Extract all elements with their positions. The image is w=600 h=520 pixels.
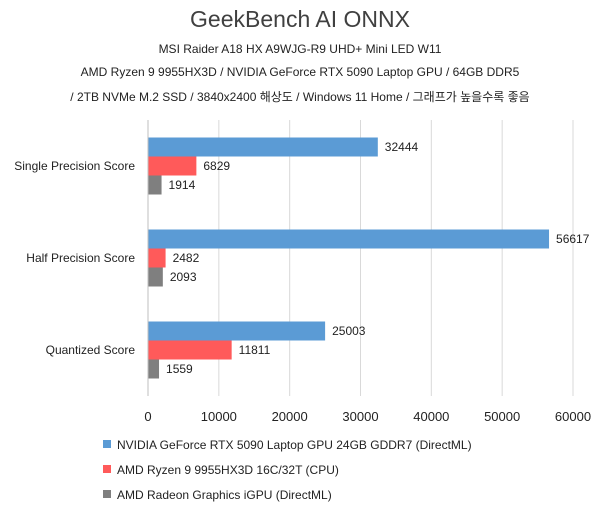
subtitle-line-1: MSI Raider A18 HX A9WJG-R9 UHD+ Mini LED…: [158, 42, 442, 56]
bar: [148, 267, 163, 287]
category-label: Half Precision Score: [26, 251, 135, 265]
x-tick-label: 40000: [413, 409, 449, 424]
data-label: 32444: [385, 140, 419, 154]
x-tick-label: 50000: [484, 409, 520, 424]
data-label: 11811: [239, 343, 271, 357]
data-label: 2482: [173, 251, 200, 265]
x-tick-label: 10000: [201, 409, 237, 424]
bar: [148, 340, 232, 360]
legend-item-amd-cpu: AMD Ryzen 9 9955HX3D 16C/32T (CPU): [103, 462, 339, 478]
legend-label-amd-igpu: AMD Radeon Graphics iGPU (DirectML): [117, 488, 332, 502]
subtitle-line-3: / 2TB NVMe M.2 SSD / 3840x2400 해상도 / Win…: [70, 90, 530, 104]
bar: [148, 321, 326, 341]
data-label: 56617: [556, 232, 590, 246]
bar: [148, 248, 166, 268]
x-tick-label: 0: [144, 409, 151, 424]
bar: [148, 229, 550, 249]
data-label: 25003: [332, 324, 366, 338]
bar: [148, 359, 160, 379]
legend-swatch-amd-cpu: [103, 465, 111, 473]
legend-swatch-amd-igpu: [103, 490, 111, 498]
category-label: Single Precision Score: [14, 159, 135, 173]
bar: [148, 156, 197, 176]
category-label: Quantized Score: [46, 343, 136, 357]
legend-item-amd-igpu: AMD Radeon Graphics iGPU (DirectML): [103, 487, 332, 503]
data-label: 2093: [170, 270, 197, 284]
legend-swatch-nvidia: [103, 440, 111, 448]
x-tick-label: 20000: [272, 409, 308, 424]
data-label: 1559: [166, 362, 193, 376]
legend-label-nvidia: NVIDIA GeForce RTX 5090 Laptop GPU 24GB …: [117, 438, 472, 452]
x-tick-label: 60000: [555, 409, 591, 424]
subtitle-line-2: AMD Ryzen 9 9955HX3D / NVIDIA GeForce RT…: [80, 65, 520, 79]
data-label: 1914: [169, 178, 196, 192]
chart-title: GeekBench AI ONNX: [190, 6, 410, 32]
data-label: 6829: [203, 159, 230, 173]
bar: [148, 175, 162, 195]
x-tick-label: 30000: [342, 409, 378, 424]
bar: [148, 137, 378, 157]
legend-label-amd-cpu: AMD Ryzen 9 9955HX3D 16C/32T (CPU): [117, 463, 339, 477]
legend-item-nvidia: NVIDIA GeForce RTX 5090 Laptop GPU 24GB …: [103, 437, 472, 453]
